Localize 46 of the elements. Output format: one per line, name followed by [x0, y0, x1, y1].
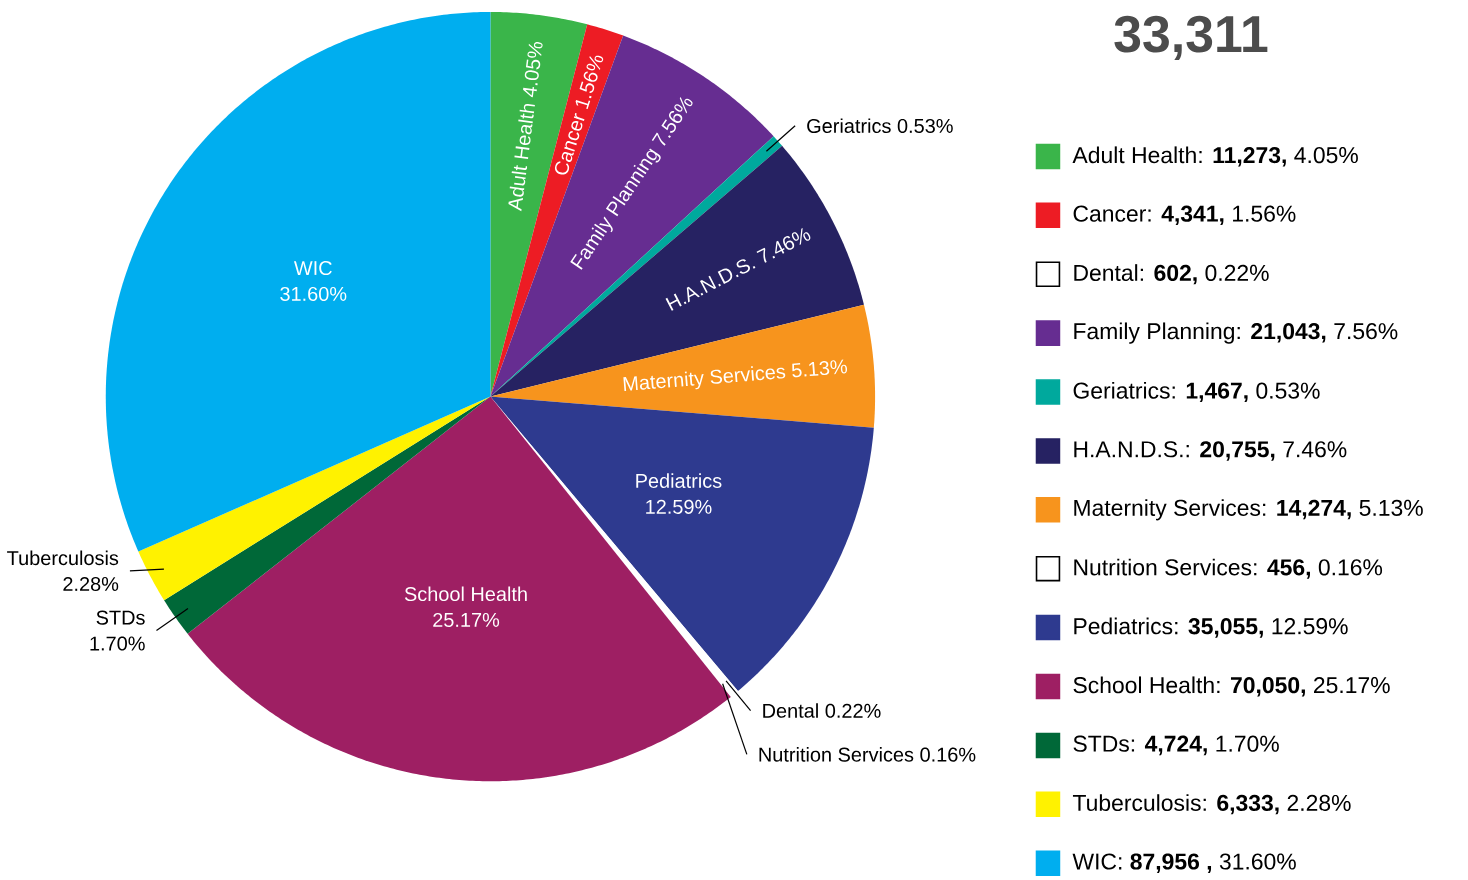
slice-label: Adult Health [508, 104, 535, 212]
legend-label: Pediatrics [1074, 617, 1173, 635]
category-label: Nutrition Services [1074, 558, 1252, 576]
slice-label: Nutrition Services [759, 747, 914, 762]
legend-label: Cancer [1073, 205, 1146, 222]
text: : 4,724, 1.70% [1131, 735, 1279, 756]
slice-label: Cancer [554, 113, 585, 175]
data-label: 1.56% [575, 55, 604, 110]
legend-label: School Health [1073, 676, 1214, 694]
slice-label: Dental [763, 703, 818, 719]
data-label: 0.53% [897, 119, 953, 134]
data-label: 0.22% [825, 703, 881, 719]
slice-label: STDs [96, 610, 145, 625]
text: : 11,273, 4.05% [1199, 147, 1358, 167]
legend-label: Maternity Services [1074, 499, 1261, 521]
legend-label: Geriatrics [1073, 382, 1170, 399]
chart-title: 33,311 [1114, 15, 1268, 61]
data-label: 5.13% [792, 359, 848, 378]
text: : 70,050, 25.17% [1217, 677, 1390, 697]
text: : 87,956 , 31.60% [1119, 853, 1296, 874]
legend-label: Adult Health [1072, 146, 1196, 164]
data-label: 4.05% [523, 42, 543, 98]
data-label: 1.70% [90, 636, 145, 651]
legend-label: STDs [1073, 735, 1129, 753]
text: : 14,274, 5.13% [1263, 499, 1423, 520]
slice-label: Maternity Services [623, 366, 786, 392]
text: : 21,043, 7.56% [1237, 323, 1398, 343]
legend-label: H.A.N.D.S. [1074, 441, 1183, 458]
slice-label: Geriatrics [807, 118, 891, 134]
slice-label: Tuberculosis [7, 550, 119, 566]
text: : 6,333, 2.28% [1203, 795, 1351, 815]
data-label: 25.17% [433, 613, 500, 628]
text: : 20,755, 7.46% [1186, 441, 1347, 461]
category-label: Dental [1074, 264, 1138, 282]
legend-label: Family Planning [1074, 322, 1234, 345]
legend-label: Tuberculosis [1072, 794, 1201, 812]
text: : 35,055, 12.59% [1175, 618, 1348, 638]
data-label: 0.16% [920, 747, 976, 762]
legend-label: WIC [1072, 853, 1117, 870]
text: : 4,341, 1.56% [1148, 205, 1296, 226]
slice-label: WIC [293, 261, 332, 276]
data-label: 31.60% [280, 287, 347, 302]
data-label: 2.28% [63, 577, 119, 592]
text: : 1,467, 0.53% [1172, 382, 1320, 403]
text: : 602, 0.22% [1140, 264, 1269, 285]
text: : 456, 0.16% [1254, 559, 1383, 579]
